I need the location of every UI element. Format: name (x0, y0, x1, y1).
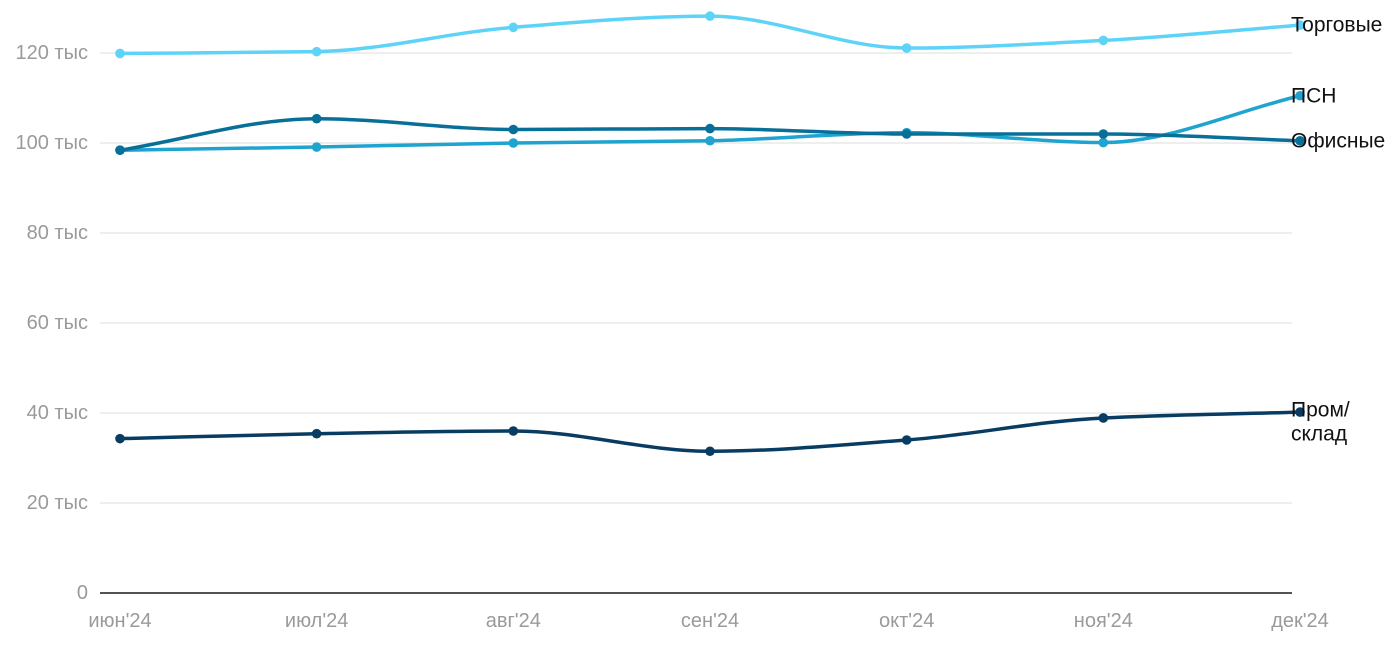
y-tick-label: 40 тыс (27, 402, 88, 424)
x-tick-label: июл'24 (285, 610, 348, 632)
data-point (1098, 35, 1109, 46)
y-tick-label: 80 тыс (27, 222, 88, 244)
data-point (508, 22, 519, 33)
data-point (115, 145, 125, 155)
data-point (311, 46, 322, 57)
data-point (311, 113, 322, 124)
data-point (1295, 135, 1305, 146)
series-label: склад (1291, 423, 1347, 446)
data-point (705, 135, 715, 146)
data-point (705, 11, 715, 21)
y-tick-label: 100 тыс (16, 132, 88, 154)
y-axis-ticks: 0 20 тыс 40 тыс 60 тыс 80 тыс 100 тыс 120 тыс (16, 42, 88, 604)
data-point (311, 142, 322, 152)
series-label: Пром/ (1291, 399, 1350, 422)
x-tick-label: дек'24 (1271, 610, 1329, 632)
series-label: ПСН (1291, 84, 1336, 107)
series-2 (115, 113, 1305, 155)
series-label: Офисные (1291, 129, 1385, 152)
data-point (1098, 413, 1109, 423)
data-point (705, 123, 715, 134)
data-point (1295, 407, 1305, 417)
data-point (705, 446, 715, 457)
series-1 (115, 90, 1305, 155)
data-point (508, 138, 519, 148)
series-label: Торговые (1291, 14, 1382, 37)
y-tick-label: 120 тыс (16, 42, 88, 64)
series-labels: Торговые ПСН Офисные Пром/склад (1291, 14, 1385, 446)
data-point (1295, 20, 1305, 30)
x-tick-label: авг'24 (486, 610, 541, 632)
data-point (508, 426, 519, 436)
y-tick-label: 20 тыс (27, 492, 88, 514)
x-tick-label: ноя'24 (1074, 610, 1133, 632)
x-tick-label: июн'24 (88, 610, 151, 632)
y-tick-label: 0 (77, 582, 88, 604)
series-line (118, 410, 1302, 453)
series-group (115, 11, 1305, 457)
series-3 (115, 407, 1305, 457)
y-tick-label: 60 тыс (27, 312, 88, 334)
data-point (508, 124, 519, 135)
data-point (115, 48, 125, 59)
x-tick-label: сен'24 (681, 610, 739, 632)
data-point (1295, 90, 1305, 101)
data-point (1098, 137, 1109, 148)
series-0 (115, 11, 1305, 59)
x-tick-label: окт'24 (879, 610, 934, 632)
data-point (115, 433, 125, 444)
data-point (901, 43, 912, 53)
data-point (901, 435, 912, 445)
data-point (311, 428, 322, 439)
x-axis-ticks: июн'24 июл'24 авг'24 сен'24 окт'24 ноя'24 дек'… (88, 610, 1328, 632)
data-point (1098, 129, 1109, 139)
series-line (118, 14, 1302, 56)
data-point (901, 129, 912, 139)
